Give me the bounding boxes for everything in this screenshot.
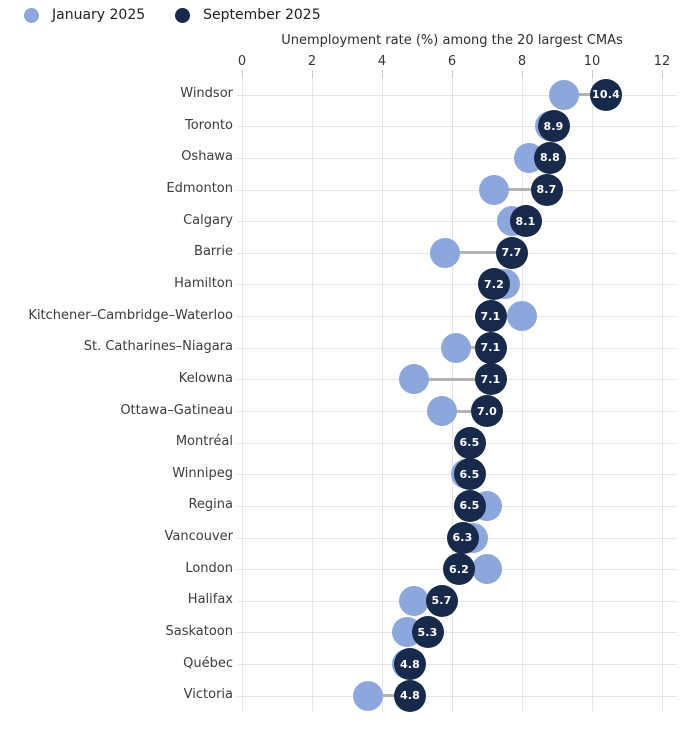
category-label: Toronto xyxy=(185,118,233,133)
x-axis-tick-mark xyxy=(662,70,663,78)
category-gridline xyxy=(237,190,677,191)
january-series-swatch-icon xyxy=(24,7,39,23)
vertical-gridline xyxy=(242,79,243,712)
legend-item-label: September 2025 xyxy=(203,7,321,23)
category-label: Victoria xyxy=(183,687,233,702)
january-data-point[interactable] xyxy=(398,585,429,616)
september-data-point[interactable]: 7.1 xyxy=(474,300,507,333)
september-series-swatch-icon xyxy=(175,7,191,23)
category-label: Ottawa–Gatineau xyxy=(120,403,233,418)
january-data-point[interactable] xyxy=(398,364,429,395)
september-data-point[interactable]: 6.5 xyxy=(453,489,486,522)
category-gridline xyxy=(237,126,677,127)
january-data-point[interactable] xyxy=(549,79,579,110)
september-data-point[interactable]: 7.1 xyxy=(474,331,507,364)
september-data-point[interactable]: 6.3 xyxy=(446,521,479,554)
january-data-point[interactable] xyxy=(479,174,509,205)
category-label: Regina xyxy=(188,497,233,512)
september-data-point[interactable]: 8.8 xyxy=(534,141,566,174)
january-data-point[interactable] xyxy=(426,396,457,427)
vertical-gridline xyxy=(382,79,383,712)
value-change-connector xyxy=(413,378,491,381)
category-gridline xyxy=(237,316,677,317)
legend-item-september-2025[interactable]: September 2025 xyxy=(175,7,321,23)
x-axis-tick-mark xyxy=(452,70,453,78)
category-gridline xyxy=(237,95,677,96)
vertical-gridline xyxy=(312,79,313,712)
category-label: Windsor xyxy=(180,86,233,101)
category-label: Hamilton xyxy=(174,276,233,291)
january-data-point[interactable] xyxy=(353,680,383,711)
legend-item-january-2025[interactable]: January 2025 xyxy=(24,7,145,23)
legend-item-label: January 2025 xyxy=(52,7,146,23)
september-data-point[interactable]: 7.2 xyxy=(478,268,510,301)
category-label: London xyxy=(185,561,233,576)
vertical-gridline xyxy=(452,79,453,712)
value-change-connector xyxy=(494,188,547,191)
value-change-connector xyxy=(368,694,410,697)
x-axis-tick-label: 2 xyxy=(307,54,317,69)
vertical-gridline xyxy=(522,79,523,712)
vertical-gridline xyxy=(592,79,593,712)
value-change-connector xyxy=(441,410,487,413)
category-gridline xyxy=(237,696,677,697)
category-gridline xyxy=(237,221,677,222)
category-label: Barrie xyxy=(194,244,233,259)
september-data-point[interactable]: 4.8 xyxy=(394,648,426,681)
legend: January 2025 September 2025 xyxy=(24,7,321,23)
category-gridline xyxy=(237,158,677,159)
x-axis-tick-label: 0 xyxy=(237,54,247,69)
september-data-point[interactable]: 8.1 xyxy=(509,205,542,238)
category-label: Kitchener–Cambridge–Waterloo xyxy=(28,308,233,323)
september-data-point[interactable]: 8.9 xyxy=(537,110,570,143)
category-label: Calgary xyxy=(183,213,233,228)
category-label: Winnipeg xyxy=(172,466,233,481)
september-data-point[interactable]: 6.2 xyxy=(443,553,475,586)
category-gridline xyxy=(237,284,677,285)
x-axis-tick-mark xyxy=(312,70,313,78)
value-change-connector xyxy=(445,251,512,254)
september-data-point[interactable]: 6.5 xyxy=(453,426,486,459)
september-data-point[interactable]: 5.3 xyxy=(411,616,444,649)
january-data-point[interactable] xyxy=(507,301,537,332)
category-label: Halifax xyxy=(187,592,233,607)
x-axis-tick-label: 10 xyxy=(583,54,601,69)
september-data-point[interactable]: 7.0 xyxy=(471,395,503,428)
september-data-point[interactable]: 7.7 xyxy=(495,236,528,269)
september-data-point[interactable]: 8.7 xyxy=(530,173,563,206)
category-gridline xyxy=(237,632,677,633)
value-change-connector xyxy=(455,346,491,349)
x-axis-tick-label: 12 xyxy=(653,54,671,69)
x-axis-tick-label: 4 xyxy=(377,54,387,69)
category-label: Oshawa xyxy=(181,149,233,164)
september-data-point[interactable]: 5.7 xyxy=(425,584,458,617)
x-axis-tick-mark xyxy=(522,70,523,78)
x-axis-tick-label: 8 xyxy=(517,54,527,69)
chart-title: Unemployment rate (%) among the 20 large… xyxy=(281,33,623,48)
x-axis-tick-mark xyxy=(382,70,383,78)
january-data-point[interactable] xyxy=(430,237,460,268)
september-data-point[interactable]: 6.5 xyxy=(453,458,486,491)
category-gridline xyxy=(237,664,677,665)
value-change-connector xyxy=(564,93,606,96)
category-label: Montréal xyxy=(175,434,233,449)
category-label: Saskatoon xyxy=(165,624,233,639)
january-data-point[interactable] xyxy=(472,554,502,585)
category-label: Kelowna xyxy=(178,371,233,386)
september-data-point[interactable]: 7.1 xyxy=(474,363,507,396)
category-label: Edmonton xyxy=(166,181,233,196)
january-data-point[interactable] xyxy=(440,332,471,363)
category-label: Québec xyxy=(183,656,233,671)
x-axis-tick-mark xyxy=(592,70,593,78)
september-data-point[interactable]: 10.4 xyxy=(590,78,622,111)
september-data-point[interactable]: 4.8 xyxy=(394,679,426,712)
category-label: Vancouver xyxy=(164,529,233,544)
vertical-gridline xyxy=(662,79,663,712)
x-axis-tick-mark xyxy=(242,70,243,78)
x-axis-tick-label: 6 xyxy=(447,54,457,69)
category-label: St. Catharines–Niagara xyxy=(83,339,233,354)
